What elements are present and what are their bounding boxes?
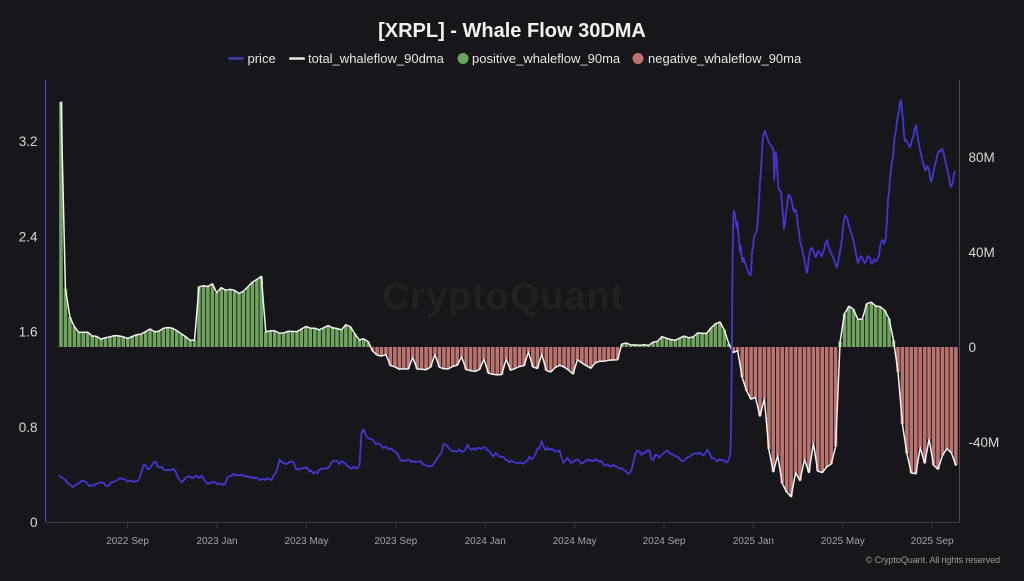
svg-text:2024 May: 2024 May [553,536,597,547]
svg-text:40M: 40M [969,245,995,260]
svg-text:0: 0 [30,515,38,530]
svg-text:2.4: 2.4 [19,229,38,244]
svg-text:negative_whaleflow_90ma: negative_whaleflow_90ma [648,51,802,66]
svg-text:80M: 80M [969,150,995,165]
svg-text:2023 May: 2023 May [284,536,328,547]
svg-text:2022 Sep: 2022 Sep [106,536,149,547]
svg-text:3.2: 3.2 [19,134,38,149]
svg-text:[XRPL] - Whale Flow 30DMA: [XRPL] - Whale Flow 30DMA [378,20,646,42]
svg-text:2025 Sep: 2025 Sep [911,536,954,547]
svg-text:2023 Jan: 2023 Jan [196,536,237,547]
svg-text:-40M: -40M [969,435,1000,450]
svg-text:2025 Jan: 2025 Jan [733,536,774,547]
svg-text:2023 Sep: 2023 Sep [374,536,417,547]
svg-text:2025 May: 2025 May [821,536,865,547]
svg-text:price: price [248,51,276,66]
svg-text:CryptoQuant: CryptoQuant [382,276,624,318]
svg-text:0.8: 0.8 [19,420,38,435]
svg-text:1.6: 1.6 [19,325,38,340]
svg-text:positive_whaleflow_90ma: positive_whaleflow_90ma [472,51,621,66]
svg-text:2024 Sep: 2024 Sep [643,536,686,547]
svg-text:0: 0 [969,340,977,355]
svg-text:© CryptoQuant. All rights rese: © CryptoQuant. All rights reserved [866,555,1000,565]
svg-text:total_whaleflow_90dma: total_whaleflow_90dma [308,51,445,66]
svg-text:2024 Jan: 2024 Jan [465,536,506,547]
